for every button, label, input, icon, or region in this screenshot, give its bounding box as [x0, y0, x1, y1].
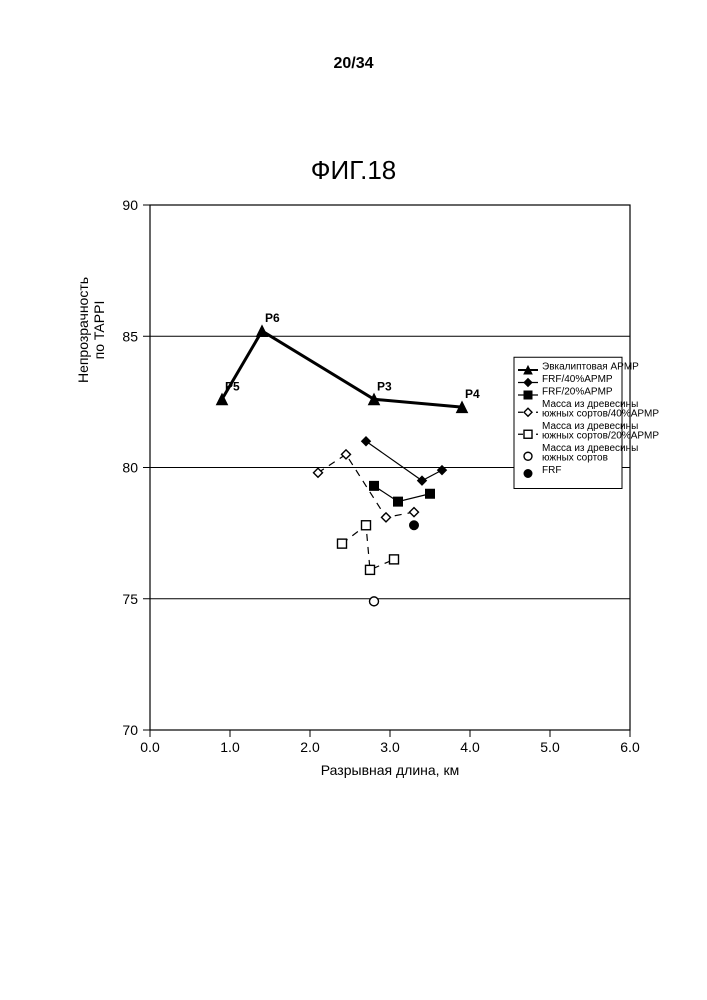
series-southern — [370, 597, 379, 606]
series-southern-20-apmp — [338, 521, 399, 575]
legend-label: южных сортов/20%APMP — [542, 430, 659, 441]
legend-label: FRF/20%APMP — [542, 386, 613, 397]
legend: Эвкалиптовая APMPFRF/40%APMPFRF/20%APMPМ… — [514, 357, 659, 488]
point-label: P5 — [225, 379, 240, 393]
y-tick-label: 90 — [122, 197, 138, 213]
page-number: 20/34 — [0, 55, 707, 73]
series-frf — [410, 521, 419, 530]
legend-label: FRF/40%APMP — [542, 374, 613, 385]
x-tick-label: 0.0 — [140, 739, 160, 755]
x-tick-label: 4.0 — [460, 739, 480, 755]
y-tick-label: 70 — [122, 722, 138, 738]
x-tick-label: 3.0 — [380, 739, 400, 755]
y-tick-label: 75 — [122, 591, 138, 607]
x-tick-label: 2.0 — [300, 739, 320, 755]
series-frf-20-apmp — [370, 481, 435, 506]
point-label: P6 — [265, 311, 280, 325]
series-frf-40-apmp — [362, 437, 447, 485]
y-axis-label: Непрозрачностьпо TAPPI — [75, 277, 107, 383]
svg-text:Непрозрачность: Непрозрачность — [75, 277, 91, 383]
legend-label: Эвкалиптовая APMP — [542, 361, 639, 372]
point-label: P3 — [377, 379, 392, 393]
x-axis-label: Разрывная длина, км — [321, 762, 459, 778]
y-tick-label: 80 — [122, 460, 138, 476]
series-eucalyptus-apmp: P5 P6 P3 P4 — [217, 311, 481, 413]
y-tick-label: 85 — [122, 328, 138, 344]
legend-label: FRF — [542, 465, 561, 476]
figure-title: ФИГ.18 — [0, 155, 707, 186]
x-tick-label: 6.0 — [620, 739, 640, 755]
svg-text:по TAPPI: по TAPPI — [91, 301, 107, 360]
x-tick-label: 1.0 — [220, 739, 240, 755]
series-southern-40-apmp — [314, 450, 419, 522]
x-tick-label: 5.0 — [540, 739, 560, 755]
point-label: P4 — [465, 387, 480, 401]
legend-label: южных сортов — [542, 452, 608, 463]
legend-label: южных сортов/40%APMP — [542, 408, 659, 419]
